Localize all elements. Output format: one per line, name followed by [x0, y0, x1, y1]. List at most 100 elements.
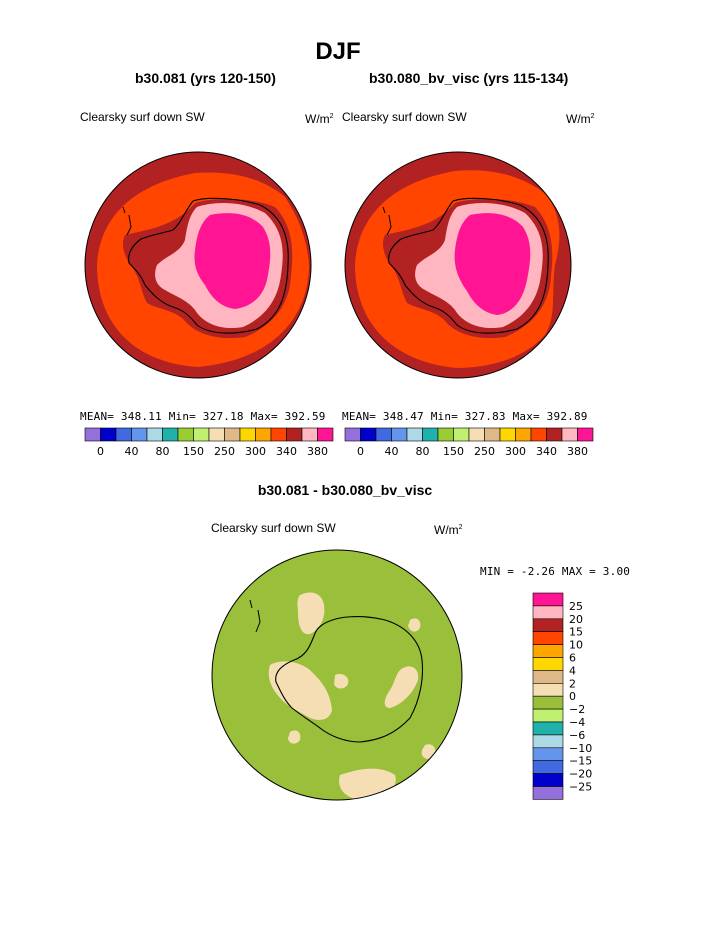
panel1-colorbar-swatch-12	[270, 427, 287, 442]
panel1-colorbar-swatch-10	[239, 427, 256, 442]
difference-units-exp: 2	[458, 524, 463, 531]
difference-units: W/m2	[434, 523, 463, 537]
panel1-peninsula	[122, 206, 132, 236]
difference-patch-7	[421, 744, 436, 759]
panel1-rim	[84, 151, 312, 379]
panel2-title: b30.080_bv_visc (yrs 115-134)	[369, 70, 569, 86]
panel1-colorbar: 0 40 80 150 250 300 340 380	[84, 427, 334, 458]
panel2-colorbar-swatch-5	[422, 427, 439, 442]
difference-patch-4	[384, 666, 419, 708]
panel1-colorbar-swatch-5	[162, 427, 179, 442]
panel1-magenta-core	[194, 213, 271, 309]
panel2-colorbar: 0 40 80 150 250 300 340 380	[344, 427, 594, 458]
difference-patch-5	[408, 618, 421, 632]
panel2-colorbar-tick-label: 300	[505, 445, 526, 458]
panel1-title: b30.081 (yrs 120-150)	[135, 70, 276, 86]
panel2-units-base: W/m	[566, 112, 591, 126]
panel2-colorbar-tick-label: 80	[416, 445, 430, 458]
panel2-colorbar-swatch-0	[344, 427, 361, 442]
panel1-units-exp: 2	[329, 113, 334, 120]
panel1-colorbar-tick-label: 0	[97, 445, 104, 458]
panel1-colorbar-tick-label: 380	[307, 445, 328, 458]
panel2-stats: MEAN= 348.47 Min= 327.83 Max= 392.89	[342, 410, 588, 423]
difference-colorbar-swatch-11	[532, 734, 564, 749]
panel2-peninsula	[382, 206, 392, 236]
difference-patch-6	[339, 768, 396, 800]
panel1-colorbar-tick-label: 300	[245, 445, 266, 458]
panel2-colorbar-swatch-4	[406, 427, 423, 442]
difference-colorbar-swatch-14	[532, 773, 564, 787]
panel1-colorbar-tick-label: 250	[214, 445, 235, 458]
panel1-colorbar-swatch-0	[84, 427, 101, 442]
panel1-coastline	[128, 197, 289, 334]
panel2-colorbar-swatch-8	[468, 427, 485, 442]
difference-colorbar-tick-label: −15	[569, 755, 592, 768]
difference-patch-1	[297, 592, 325, 635]
difference-colorbar-swatch-7	[532, 683, 564, 697]
difference-units-base: W/m	[434, 523, 459, 537]
difference-colorbar-tick-label: −4	[569, 716, 585, 729]
panel2-colorbar-tick-label: 380	[567, 445, 588, 458]
panel2-colorbar-swatch-2	[375, 427, 392, 442]
panel2-colorbar-swatch-9	[484, 427, 501, 442]
difference-colorbar-swatch-9	[532, 708, 564, 723]
panel1-polar-map	[84, 151, 312, 379]
panel2-colorbar-swatch-1	[360, 427, 377, 442]
difference-colorbar-swatch-12	[532, 747, 564, 762]
difference-patch-3	[334, 674, 349, 689]
difference-colorbar-swatch-6	[532, 670, 564, 684]
panel2-colorbar-tick-label: 250	[474, 445, 495, 458]
panel2-colorbar-tick-label: 150	[443, 445, 464, 458]
panel2-units: W/m2	[566, 112, 595, 126]
panel1-colorbar-swatch-4	[146, 427, 163, 442]
panel1-colorbar-swatch-6	[177, 427, 194, 442]
difference-title: b30.081 - b30.080_bv_visc	[257, 482, 433, 498]
figure-title: DJF	[315, 38, 361, 65]
panel1-colorbar-tick-label: 340	[276, 445, 297, 458]
panel2-colorbar-swatch-14	[561, 427, 578, 442]
panel1-colorbar-swatch-9	[224, 427, 241, 442]
panel2-coastline	[388, 197, 549, 334]
panel2-colorbar-swatch-3	[391, 427, 408, 442]
panel2-variable-label: Clearsky surf down SW	[342, 110, 467, 124]
difference-colorbar-tick-label: 10	[569, 639, 583, 652]
panel1-units: W/m2	[305, 112, 334, 126]
difference-colorbar-swatch-0	[532, 592, 564, 607]
difference-patch-2	[268, 661, 332, 720]
panel2-colorbar-tick-label: 340	[536, 445, 557, 458]
panel2-colorbar-tick-label: 40	[385, 445, 399, 458]
panel2-colorbar-swatch-10	[499, 427, 516, 442]
difference-colorbar-swatch-5	[532, 657, 564, 671]
panel1-colorbar-swatch-2	[115, 427, 132, 442]
difference-colorbar-swatch-3	[532, 631, 564, 645]
difference-colorbar-tick-label: 6	[569, 652, 576, 665]
difference-colorbar-swatch-10	[532, 721, 564, 736]
panel1-colorbar-tick-label: 40	[125, 445, 139, 458]
panel1-colorbar-swatch-13	[286, 427, 303, 442]
panel1-colorbar-swatch-8	[208, 427, 225, 442]
panel1-colorbar-tick-label: 150	[183, 445, 204, 458]
panel2-colorbar-swatch-12	[530, 427, 547, 442]
difference-colorbar-tick-label: 2	[569, 677, 576, 690]
panel2-colorbar-swatch-11	[515, 427, 532, 442]
difference-colorbar-tick-label: −2	[569, 703, 585, 716]
panel2-rim	[344, 151, 572, 379]
difference-colorbar-tick-label: 15	[569, 626, 583, 639]
difference-colorbar-swatch-4	[532, 644, 564, 658]
difference-peninsula	[249, 599, 261, 633]
panel2-colorbar-swatch-15	[577, 427, 594, 442]
difference-colorbar-swatch-13	[532, 760, 564, 774]
difference-colorbar-swatch-2	[532, 618, 564, 632]
panel2-colorbar-tick-label: 0	[357, 445, 364, 458]
difference-rim	[211, 549, 463, 801]
panel2-magenta-core	[454, 213, 531, 315]
panel1-colorbar-swatch-14	[301, 427, 318, 442]
difference-colorbar-tick-label: 20	[569, 613, 583, 626]
panel1-units-base: W/m	[305, 112, 330, 126]
difference-colorbar-swatch-8	[532, 695, 564, 710]
panel1-colorbar-swatch-15	[317, 427, 334, 442]
difference-coastline	[275, 616, 424, 743]
difference-colorbar-tick-label: 0	[569, 690, 576, 703]
difference-colorbar-tick-label: 25	[569, 600, 583, 613]
